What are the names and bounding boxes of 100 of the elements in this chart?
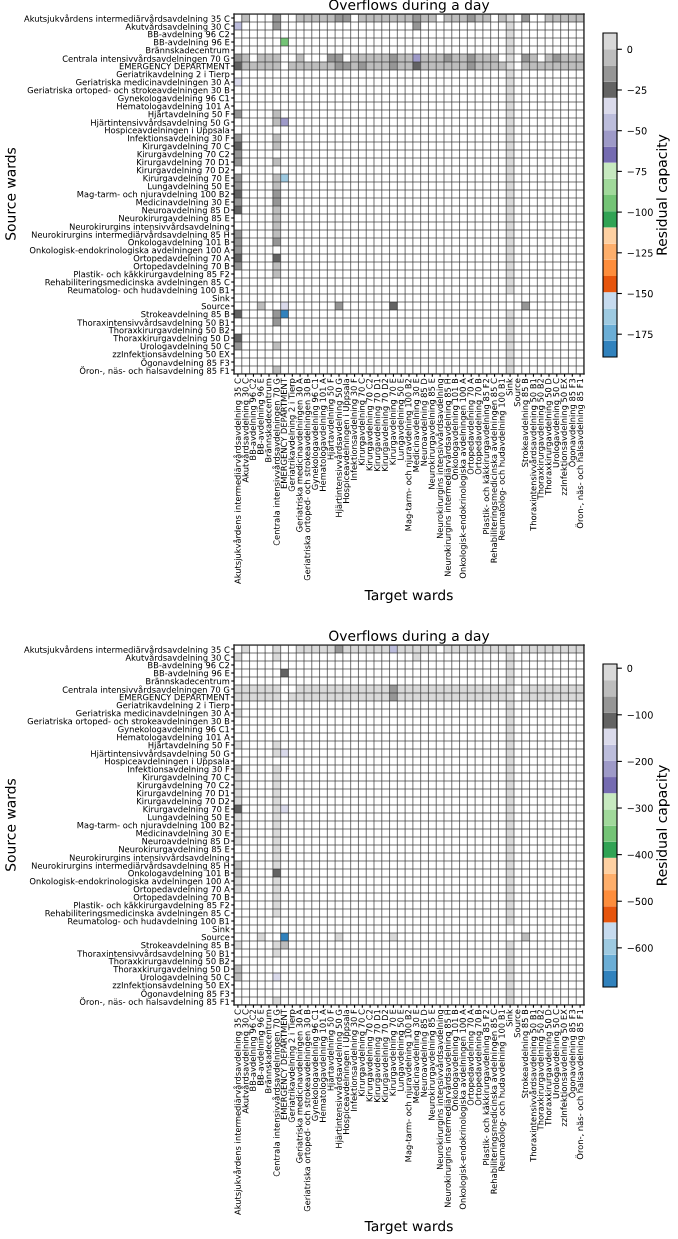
x-tick-label: Neurokirurgins intensivvårdsavdelning [435, 1009, 445, 1170]
x-tick-label: Plastik- och käkkirurgavdelning 85 F2 [482, 1010, 491, 1165]
y-tick-label: Neurokirurgavdelning 85 E [119, 845, 230, 854]
y-tick-label: EMERGENCY DEPARTMENT [119, 693, 230, 701]
x-tick-label: Gynekologavdelning 96 C1 [311, 1009, 320, 1121]
chart-title: Overflows during a day [329, 0, 490, 13]
x-tick-label: Neurokirurgins intermediärvårdsavdelning 85 H [443, 1009, 453, 1208]
y-tick-label: Source [201, 933, 230, 941]
y-tick-label: Rehabiliteringsmedicinska avdelningen 85 C [45, 909, 230, 918]
x-tick-label: Ortopedavdelning 70 B [474, 378, 484, 475]
y-tick-label: Kirurgavdelning 70 C [142, 773, 230, 782]
y-tick-label: Gynekologavdelning 96 C1 [118, 725, 230, 734]
x-tick-label: Lungavdelning 50 E [397, 1009, 406, 1091]
y-tick-label: Ortopedavdelning 70 B [133, 262, 230, 271]
x-tick-label: Kirurgavdelning 70 C2 [366, 1010, 375, 1102]
x-tick-label: Lungavdelning 50 E [397, 378, 406, 460]
y-tick-label: Infektionsavdelning 30 F [128, 765, 230, 774]
color-bar-label: 0 [627, 45, 633, 54]
x-tick-label: Kirurgavdelning 70 D1 [373, 378, 382, 471]
y-tick-label: Medicinavdelning 30 E [136, 829, 230, 838]
y-tick-label: Thoraxintensivvårdsavdelning 50 B1 [77, 318, 230, 328]
y-tick-label: Kirurgavdelning 70 E [143, 805, 230, 814]
x-tick-label: Hospiceavdelningen i Uppsala [342, 1009, 351, 1134]
y-tick-label: Akutvårdsavdelning 30 C [125, 22, 230, 32]
x-tick-label: Urologavdelning 50 C [552, 378, 561, 468]
x-tick-label: Gynekologavdelning 96 C1 [311, 378, 320, 490]
y-axis-title: Source wards [4, 778, 16, 871]
color-bar-label: −600 [627, 944, 653, 952]
color-bar-label: −125 [627, 249, 653, 257]
x-tick-label: zzInfektionsavdelning 50 EX [560, 378, 569, 496]
y-tick-label: BB-avdelning 96 E [154, 669, 230, 678]
color-bar-label: −400 [627, 851, 653, 859]
x-tick-label: Kirurgavdelning 70 E [389, 378, 398, 465]
y-tick-label: Akutsjukvårdens intermediärvårdsavdelning 35 C [24, 645, 230, 655]
y-tick-label: Thoraxkirurgavdelning 50 B2 [108, 957, 229, 966]
x-tick-label: Infektionsavdelning 30 F [350, 378, 359, 480]
x-tick-label: Hospiceavdelningen i Uppsala [342, 378, 351, 503]
x-tick-label: Mag-tarm- och njuravdelning 100 B2 [404, 379, 414, 531]
x-tick-label: Hjärtintensivvårdsavdelning 50 G [334, 378, 344, 517]
x-tick-label: Plastik- och käkkirurgavdelning 85 F2 [482, 379, 491, 534]
x-tick-label: Öron-, näs- och halsavdelning 85 F1 [575, 1009, 585, 1160]
y-tick-label: Neurokirurgavdelning 85 E [119, 214, 230, 223]
y-tick-label: Rehabiliteringsmedicinska avdelningen 85 C [45, 278, 230, 287]
x-tick-label: Ögonavdelning 85 F3 [567, 378, 577, 467]
x-tick-label: Mag-tarm- och njuravdelning 100 B2 [404, 1010, 414, 1162]
x-tick-label: Source [514, 1009, 521, 1038]
y-tick-label: Neurokirurgins intensivvårdsavdelning [69, 222, 230, 232]
x-tick-label: Neuroavdelning 85 D [420, 1009, 429, 1097]
color-bar-label: −500 [627, 897, 653, 906]
x-tick-label: Hjärtintensivvårdsavdelning 50 G [334, 1009, 344, 1148]
y-tick-label: Gynekologavdelning 96 C1 [118, 94, 230, 103]
x-tick-label: Source [514, 378, 521, 407]
x-tick-label: Ortopedavdelning 70 A [467, 1009, 476, 1106]
y-tick-label: Reumatolog- och hudavdelning 100 B1 [68, 286, 230, 295]
x-tick-label: Ögonavdelning 85 F3 [567, 1009, 577, 1098]
y-tick-label: Kirurgavdelning 70 C [142, 142, 230, 151]
y-tick-label: Neurokirurgins intermediärvårdsavdelning 85 H [31, 861, 230, 871]
y-tick-label: BB-avdelning 96 E [154, 38, 230, 47]
x-tick-label: Neurokirurgavdelning 85 E [428, 378, 437, 489]
y-tick-label: Geriatrikavdelning 2 i Tierp [116, 70, 230, 79]
y-tick-label: Kirurgavdelning 70 D2 [137, 797, 229, 806]
y-tick-label: Öron-, näs- och halsavdelning 85 F1 [79, 997, 230, 1007]
y-tick-label: Kirurgavdelning 70 C2 [137, 781, 229, 790]
y-tick-label: Lungavdelning 50 E [148, 182, 230, 191]
chart-title: Overflows during a day [329, 630, 490, 644]
y-tick-label: Centrala intensivvårdsavdelningen 70 G [62, 54, 230, 64]
y-tick-label: Hospiceavdelningen i Uppsala [105, 126, 230, 135]
y-tick-label: Ortopedavdelning 70 B [133, 893, 230, 902]
y-tick-label: zzInfektionsavdelning 50 EX [112, 981, 230, 990]
color-bar-title: Residual capacity [656, 765, 670, 885]
y-tick-label: Thoraxkirurgavdelning 50 B2 [108, 326, 229, 335]
x-tick-label: Hematologavdelning 101 A [319, 1009, 328, 1122]
y-tick-label: Medicinavdelning 30 E [136, 198, 230, 207]
y-tick-label: Ögonavdelning 85 F3 [141, 358, 230, 368]
y-tick-label: Mag-tarm- och njuravdelning 100 B2 [77, 821, 229, 830]
x-tick-label: Onkologisk-endokrinologiska avdelningen 100 A [459, 1009, 468, 1210]
y-tick-label: Ortopedavdelning 70 A [133, 254, 230, 263]
y-tick-label: Kirurgavdelning 70 D1 [137, 789, 230, 798]
x-axis-title: Target wards [364, 589, 453, 604]
x-tick-label: Neurokirurgins intermediärvårdsavdelning 85 H [443, 378, 453, 577]
y-tick-label: Akutvårdsavdelning 30 C [125, 653, 230, 663]
x-tick-label: Kirurgavdelning 70 D2 [381, 1010, 390, 1102]
y-tick-label: Hematologavdelning 101 A [117, 733, 230, 742]
color-bar-title: Residual capacity [656, 134, 670, 255]
y-tick-label: Sink [212, 294, 230, 302]
y-tick-label: Lungavdelning 50 E [148, 813, 230, 822]
y-tick-label: Ögonavdelning 85 F3 [141, 989, 230, 999]
y-tick-label: Neurokirurgins intermediärvårdsavdelning 85 H [31, 230, 230, 240]
y-tick-label: Öron-, näs- och halsavdelning 85 F1 [79, 366, 230, 376]
y-tick-label: Geriatriska medicinavdelningen 30 A [76, 709, 230, 718]
y-tick-label: Kirurgavdelning 70 E [143, 174, 230, 183]
y-tick-label: Source [201, 302, 230, 310]
x-tick-label: Kirurgavdelning 70 C2 [366, 379, 375, 471]
y-tick-label: Geriatrikavdelning 2 i Tierp [116, 701, 230, 710]
y-tick-label: Centrala intensivvårdsavdelningen 70 G [62, 685, 230, 695]
y-tick-label: Thoraxintensivvårdsavdelning 50 B1 [77, 949, 230, 959]
x-tick-label: Kirurgavdelning 70 C [358, 378, 367, 466]
color-bar-label: −300 [627, 804, 653, 812]
x-tick-label: Hematologavdelning 101 A [319, 378, 328, 491]
color-bar-label: −175 [627, 330, 653, 339]
